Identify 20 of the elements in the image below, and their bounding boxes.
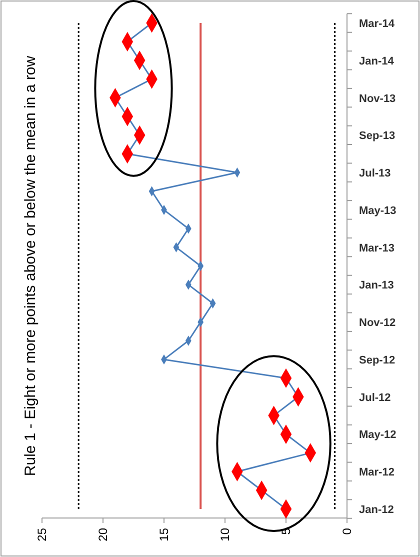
y-tick-label: Nov-13 (359, 92, 396, 105)
y-tick-label: Jan-12 (359, 504, 394, 516)
y-tick-label: Jul-13 (359, 168, 391, 180)
x-tick-label: 15 (157, 528, 171, 542)
y-tick-label: Jan-13 (359, 280, 394, 292)
y-tick-label: Mar-14 (359, 18, 396, 30)
y-tick-label: Mar-13 (359, 242, 394, 254)
y-tick-label: Mar-12 (359, 466, 394, 479)
y-tick-label: Jul-12 (359, 392, 391, 404)
x-tick-label: 20 (96, 528, 110, 542)
y-tick-label: Sep-12 (359, 354, 396, 366)
y-tick-label: May-13 (359, 204, 396, 217)
text: Rule 1 - Eight or more points above or below the mean in a row (22, 56, 39, 476)
y-tick-label: Jan-14 (359, 55, 395, 68)
x-tick-label: 10 (218, 528, 232, 542)
y-tick-label: Sep-13 (359, 130, 396, 142)
x-tick-label: 0 (340, 528, 354, 535)
y-tick-label: Nov-12 (359, 317, 396, 330)
y-tick-label: May-12 (359, 429, 396, 442)
x-tick-label: 25 (35, 528, 49, 542)
